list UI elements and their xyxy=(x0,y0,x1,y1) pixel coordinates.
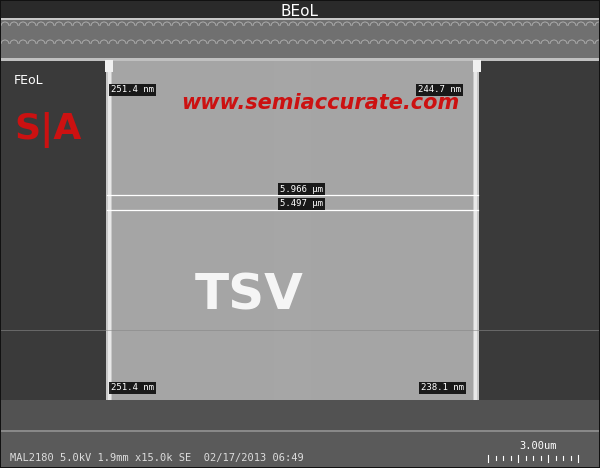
Bar xyxy=(441,60,460,400)
Bar xyxy=(274,60,293,400)
Bar xyxy=(200,60,218,400)
Bar xyxy=(0,430,600,432)
Bar xyxy=(256,60,274,400)
Bar xyxy=(404,60,422,400)
Text: S|A: S|A xyxy=(14,112,82,148)
Bar xyxy=(0,0,1,468)
Text: www.semiaccurate.com: www.semiaccurate.com xyxy=(181,93,459,113)
Text: MAL2180 5.0kV 1.9mm x15.0k SE  02/17/2013 06:49: MAL2180 5.0kV 1.9mm x15.0k SE 02/17/2013… xyxy=(10,453,304,463)
Bar xyxy=(474,60,477,400)
Bar xyxy=(108,60,111,400)
Text: BEoL: BEoL xyxy=(281,3,319,19)
Bar xyxy=(385,60,404,400)
Bar xyxy=(0,0,600,1)
Bar xyxy=(478,60,600,400)
Text: 5.497 μm: 5.497 μm xyxy=(280,199,323,209)
Bar xyxy=(348,60,367,400)
Bar xyxy=(599,0,600,468)
Text: TSV: TSV xyxy=(195,272,304,320)
Bar xyxy=(460,60,478,400)
Text: 238.1 nm: 238.1 nm xyxy=(421,383,464,393)
Bar xyxy=(163,60,181,400)
Bar xyxy=(107,60,478,400)
Text: 251.4 nm: 251.4 nm xyxy=(111,383,154,393)
Bar xyxy=(0,18,600,20)
Text: 3.00um: 3.00um xyxy=(519,441,557,451)
Bar xyxy=(0,18,600,60)
Text: 244.7 nm: 244.7 nm xyxy=(418,86,461,95)
Bar xyxy=(107,60,125,400)
Bar xyxy=(0,0,600,18)
Bar xyxy=(311,60,329,400)
Bar xyxy=(125,60,144,400)
Bar xyxy=(329,60,348,400)
Bar xyxy=(0,467,600,468)
Bar xyxy=(237,60,256,400)
Bar xyxy=(422,60,441,400)
Bar xyxy=(181,60,200,400)
Bar xyxy=(0,400,600,430)
Text: 251.4 nm: 251.4 nm xyxy=(111,86,154,95)
Bar xyxy=(144,60,163,400)
Bar xyxy=(218,60,237,400)
Bar xyxy=(0,58,600,61)
Bar xyxy=(106,60,112,400)
Bar xyxy=(473,60,479,400)
Bar xyxy=(473,60,481,72)
Bar xyxy=(293,60,311,400)
Bar xyxy=(367,60,385,400)
Text: 5.966 μm: 5.966 μm xyxy=(280,184,323,193)
Text: FEoL: FEoL xyxy=(14,73,44,87)
Bar xyxy=(105,60,113,72)
Bar xyxy=(0,430,600,468)
Bar xyxy=(0,60,107,400)
